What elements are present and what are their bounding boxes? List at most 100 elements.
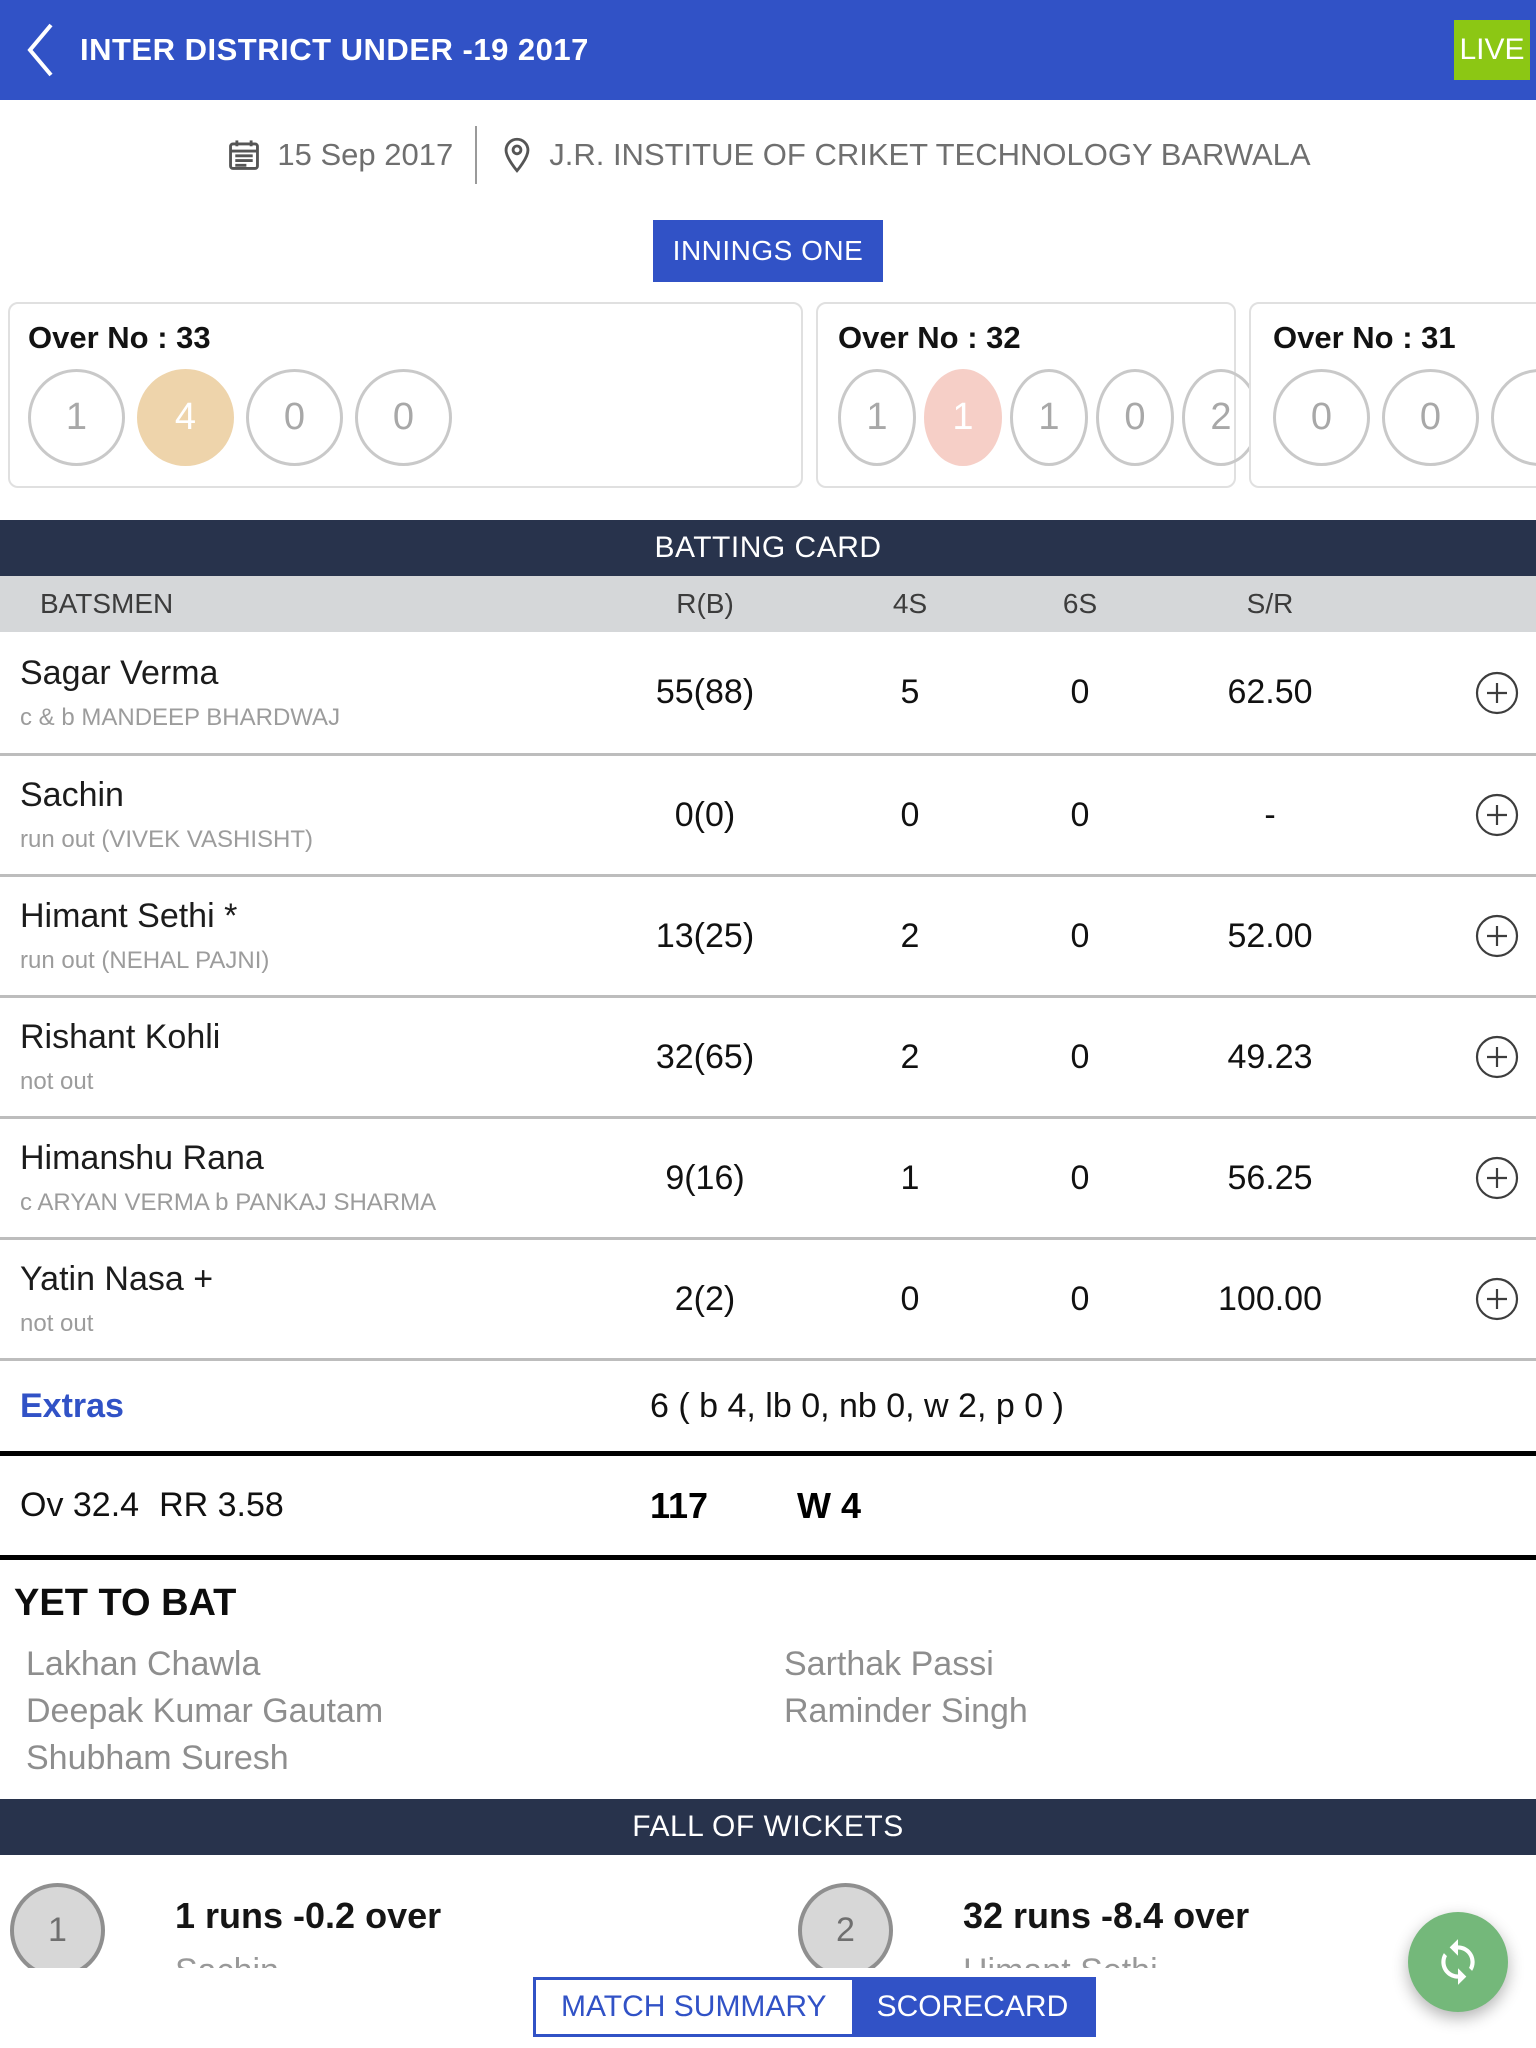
wicket-number-badge: 1	[10, 1883, 105, 1978]
extras-row: Extras 6 ( b 4, lb 0, nb 0, w 2, p 0 )	[0, 1358, 1536, 1456]
over-number-label: Over No : 32	[838, 320, 1021, 355]
plus-circle-icon	[1475, 1156, 1519, 1200]
runs-balls-value: 13(25)	[655, 916, 755, 955]
batsman-row: Rishant Kohli not out 32(65) 2 0 49.23	[0, 995, 1536, 1116]
fours-value: 1	[900, 1158, 920, 1197]
batsman-name: Himant Sethi *	[20, 897, 238, 935]
expand-row-button[interactable]	[1390, 792, 1536, 838]
tab-match-summary[interactable]: MATCH SUMMARY	[536, 1980, 852, 2034]
batsman-cell: Sagar Verma c & b MANDEEP BHARDWAJ	[0, 654, 600, 732]
sync-icon	[1441, 1939, 1475, 1985]
batsman-row: Sachin run out (VIVEK VASHISHT) 0(0) 0 0…	[0, 753, 1536, 874]
batsman-dismissal: run out (NEHAL PAJNI)	[20, 947, 270, 974]
batsman-dismissal: run out (VIVEK VASHISHT)	[20, 826, 313, 853]
live-badge: LIVE	[1454, 20, 1530, 80]
back-button[interactable]	[0, 0, 80, 100]
over-balls: 1110200	[838, 369, 1432, 466]
batsman-dismissal: not out	[20, 1068, 94, 1095]
ball-default: 0	[246, 369, 343, 466]
column-batsmen: BATSMEN	[40, 588, 174, 619]
over-number-label: Over No : 31	[1273, 320, 1456, 355]
fours-value: 2	[900, 916, 920, 955]
total-runs: 117	[650, 1484, 709, 1526]
yet-to-bat-right-column: Sarthak Passi Raminder Singh	[784, 1641, 1028, 1782]
sixes-value: 0	[1070, 916, 1090, 955]
ball-default: 1	[1010, 369, 1088, 466]
batting-table-body: Sagar Verma c & b MANDEEP BHARDWAJ 55(88…	[0, 632, 1536, 1358]
expand-row-button[interactable]	[1390, 913, 1536, 959]
fours-value: 0	[900, 795, 920, 834]
overs-value: Ov 32.4	[20, 1486, 140, 1524]
page-title: INTER DISTRICT UNDER -19 2017	[80, 32, 589, 67]
plus-circle-icon	[1475, 793, 1519, 837]
batsman-row: Himanshu Rana c ARYAN VERMA b PANKAJ SHA…	[0, 1116, 1536, 1237]
match-info-row: 15 Sep 2017 J.R. INSTITUE OF CRIKET TECH…	[0, 100, 1536, 210]
tab-scorecard[interactable]: SCORECARD	[851, 1980, 1094, 2034]
sixes-value: 0	[1070, 1158, 1090, 1197]
total-wickets: W 4	[797, 1484, 862, 1526]
expand-row-button[interactable]	[1390, 1155, 1536, 1201]
fours-value: 2	[900, 1037, 920, 1076]
ball-default: 0	[355, 369, 452, 466]
strike-rate-value: 62.50	[1227, 673, 1313, 711]
plus-circle-icon	[1475, 671, 1519, 714]
sixes-value: 0	[1070, 1037, 1090, 1076]
ball-default: 1	[28, 369, 125, 466]
app-bar: INTER DISTRICT UNDER -19 2017 LIVE	[0, 0, 1536, 100]
divider	[475, 126, 478, 184]
batsman-name: Sachin	[20, 776, 124, 814]
batsman-name: Himanshu Rana	[20, 1139, 264, 1177]
plus-circle-icon	[1475, 1035, 1519, 1079]
bottom-tabbar: MATCH SUMMARY SCORECARD	[533, 1977, 1097, 2037]
runs-balls-value: 55(88)	[655, 673, 755, 711]
strike-rate-value: 49.23	[1227, 1037, 1313, 1076]
batsman-dismissal: c ARYAN VERMA b PANKAJ SHARMA	[20, 1189, 437, 1216]
location-pin-icon	[499, 135, 535, 175]
runrate-value: RR 3.58	[159, 1486, 284, 1524]
refresh-fab[interactable]	[1408, 1912, 1508, 2012]
innings-one-button[interactable]: INNINGS ONE	[652, 220, 884, 282]
yet-to-bat-player: Raminder Singh	[784, 1692, 1028, 1730]
sixes-value: 0	[1070, 673, 1090, 711]
fall-of-wickets-header: FALL OF WICKETS	[0, 1799, 1536, 1855]
yet-to-bat-left-column: Lakhan Chawla Deepak Kumar Gautam Shubham …	[0, 1641, 784, 1782]
wicket-detail: 1 runs -0.2 over	[175, 1895, 442, 1936]
sixes-value: 0	[1070, 1279, 1090, 1318]
match-date: 15 Sep 2017	[277, 137, 454, 172]
yet-to-bat-section: YET TO BAT Lakhan Chawla Deepak Kumar Gau…	[0, 1560, 1536, 1799]
expand-row-button[interactable]	[1390, 1276, 1536, 1322]
runs-balls-value: 32(65)	[655, 1037, 755, 1076]
wicket-number-badge: 2	[798, 1883, 893, 1978]
ball-four: 4	[137, 369, 234, 466]
innings-row: INNINGS ONE	[0, 210, 1536, 292]
yet-to-bat-player: Deepak Kumar Gautam	[26, 1692, 384, 1730]
column-4s: 4S	[892, 588, 928, 619]
strike-rate-value: 100.00	[1218, 1279, 1322, 1318]
expand-row-button[interactable]	[1390, 670, 1536, 716]
over-number-label: Over No : 33	[28, 320, 211, 355]
ball-default: 0	[1382, 369, 1479, 466]
yet-to-bat-player: Shubham Suresh	[26, 1739, 289, 1777]
yet-to-bat-title: YET TO BAT	[14, 1582, 237, 1624]
sixes-value: 0	[1070, 795, 1090, 834]
fours-value: 5	[900, 673, 920, 711]
expand-row-button[interactable]	[1390, 1034, 1536, 1080]
batsman-cell: Himanshu Rana c ARYAN VERMA b PANKAJ SHA…	[0, 1139, 600, 1217]
strike-rate-value: -	[1264, 795, 1276, 834]
tab-over-no-:-32: Over No : 32 1110200	[816, 302, 1432, 488]
wicket-detail: 32 runs -8.4 over	[963, 1895, 1250, 1936]
batsman-cell: Rishant Kohli not out	[0, 1018, 600, 1096]
batsman-cell: Sachin run out (VIVEK VASHISHT)	[0, 776, 600, 854]
column-6s: 6S	[1062, 588, 1098, 619]
batting-card-header: BATTING CARD	[0, 520, 1536, 576]
back-arrow-icon	[27, 23, 53, 77]
batsman-dismissal: c & b MANDEEP BHARDWAJ	[20, 703, 341, 731]
calendar-icon	[225, 136, 263, 174]
ball-wicket: 1	[924, 369, 1002, 466]
ball-default: 0	[1273, 369, 1370, 466]
